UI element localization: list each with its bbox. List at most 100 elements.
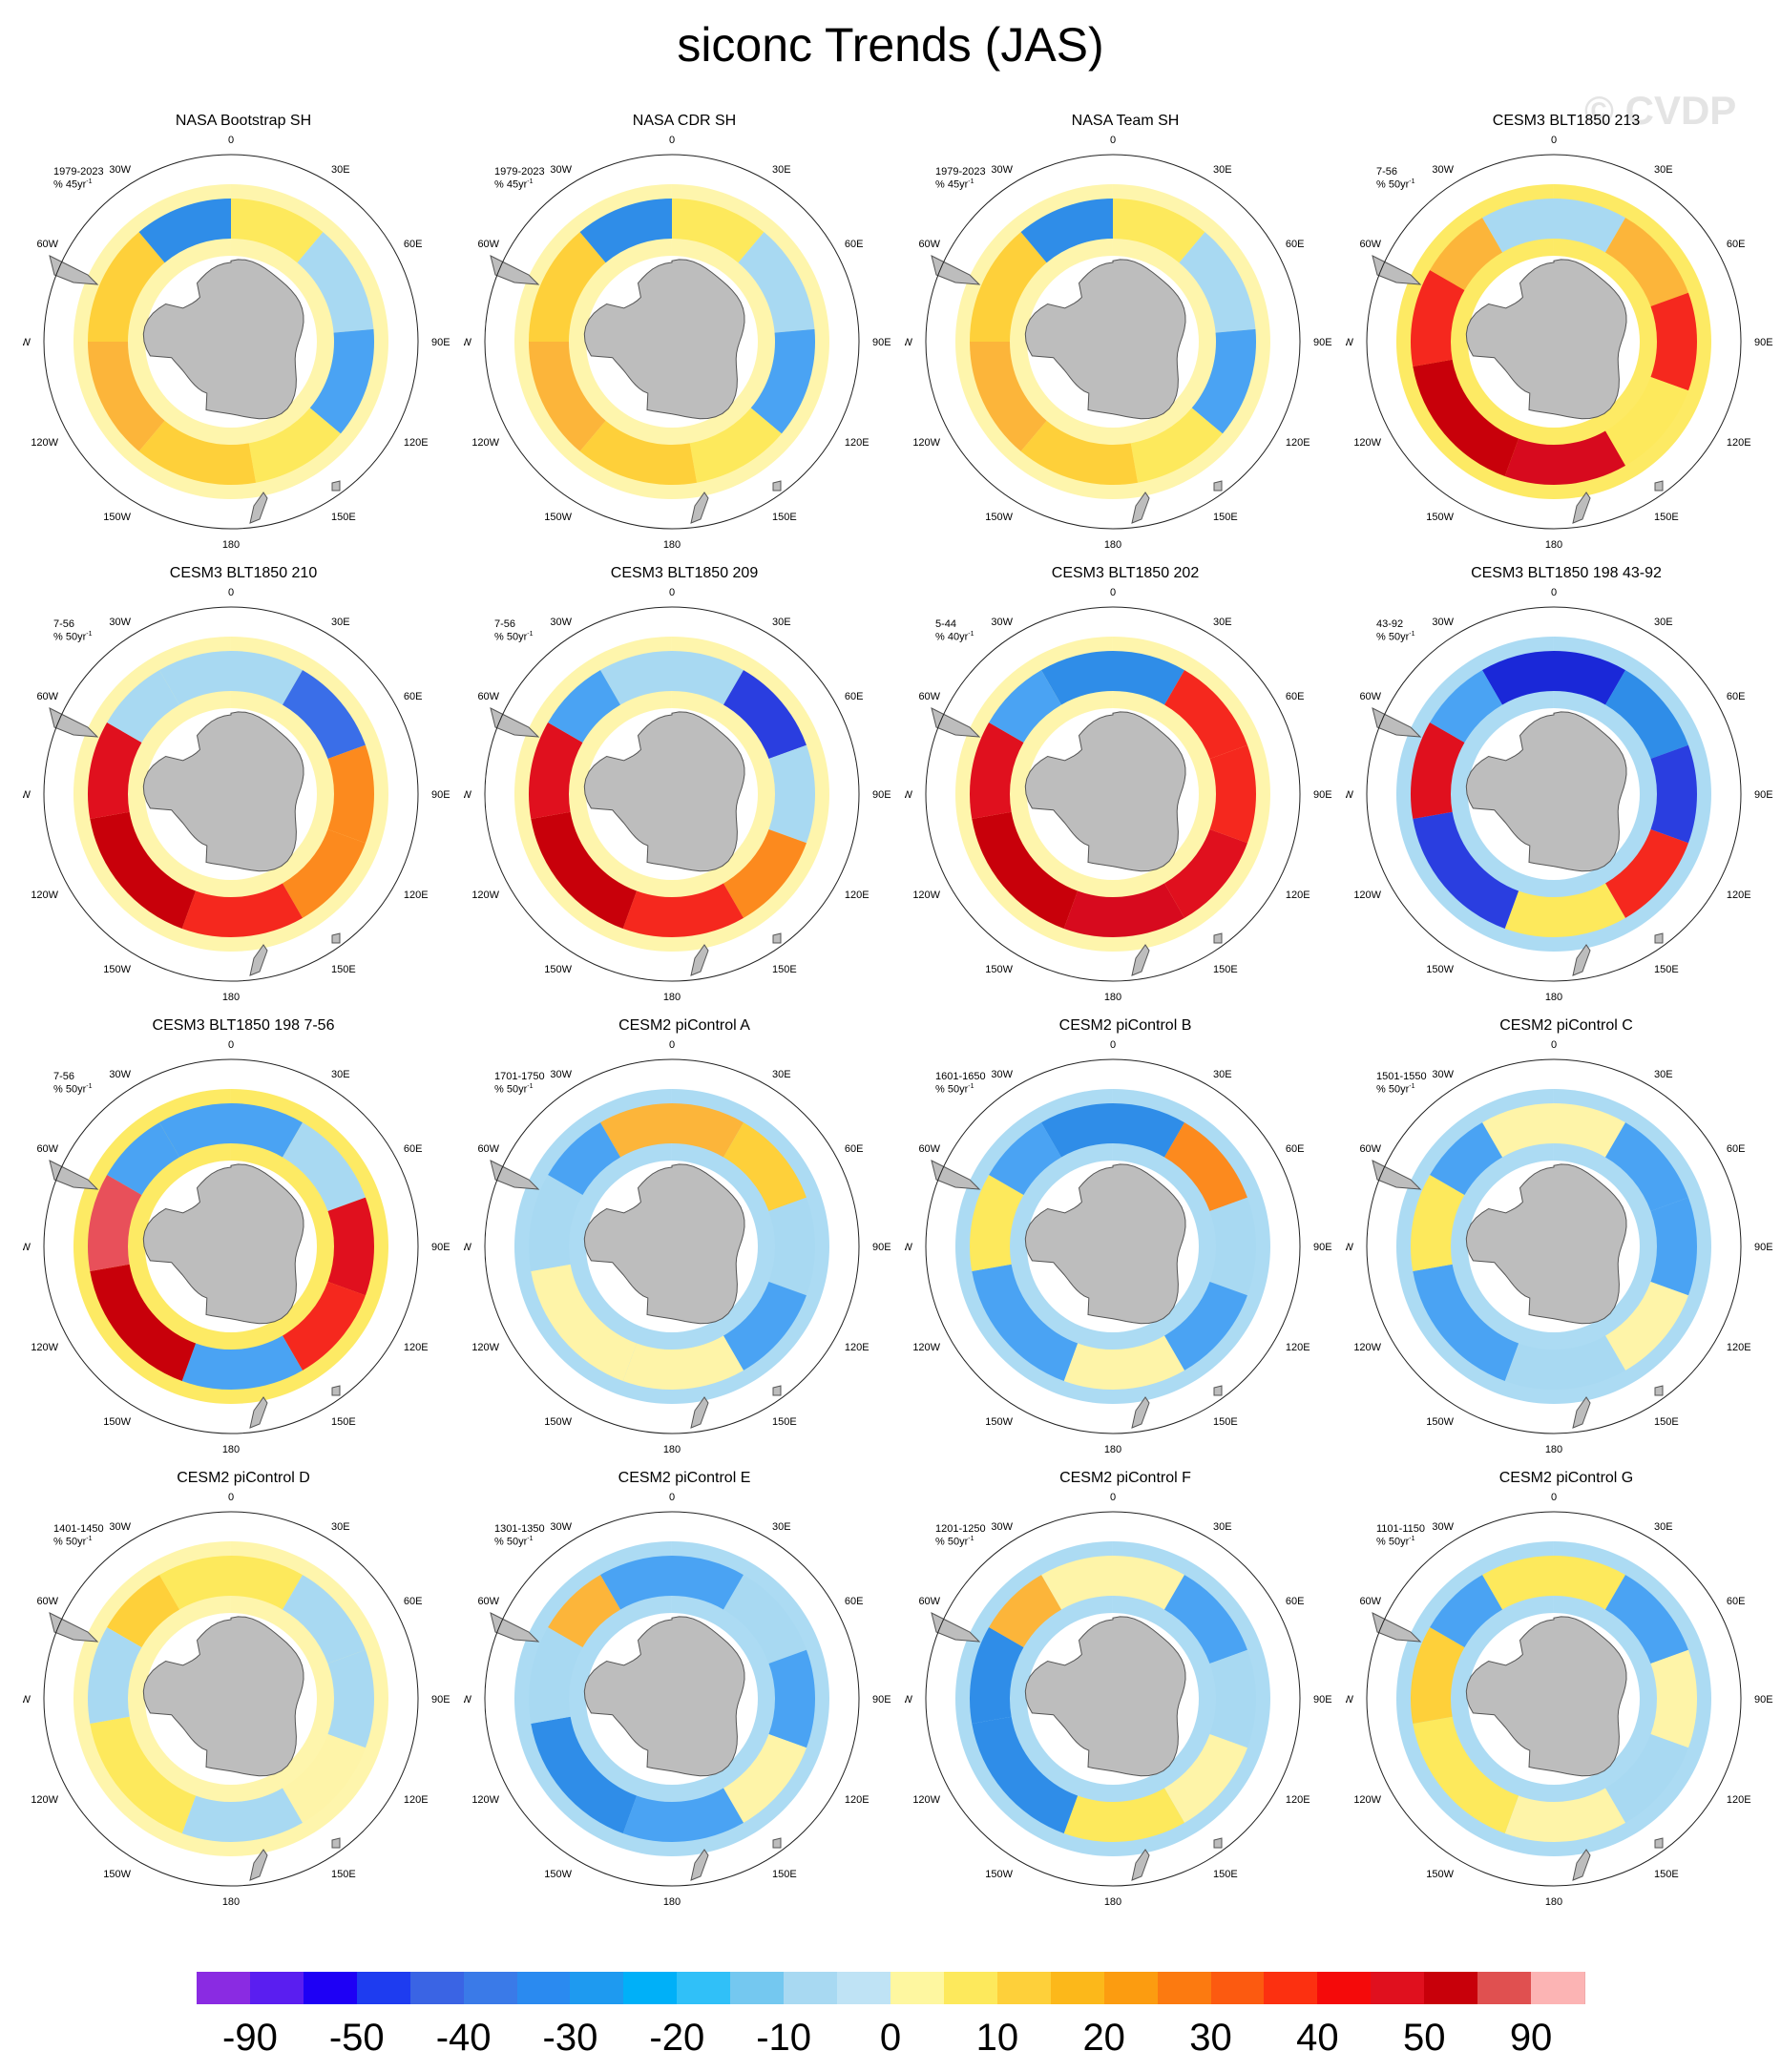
colorbar-tick-label: 40 bbox=[1296, 2017, 1339, 2059]
south-america-landmass bbox=[931, 707, 981, 738]
trend-patch bbox=[1413, 1264, 1519, 1381]
trend-patch bbox=[750, 328, 815, 434]
longitude-label: 90W bbox=[464, 337, 472, 348]
map-panel: 0 30E 60E 90E 120E 150E 180 150W 120W 90W 60W 30W CE… bbox=[464, 1470, 905, 1922]
colorbar-swatch bbox=[1103, 1972, 1159, 2004]
longitude-label: 120W bbox=[912, 889, 940, 901]
antarctica-landmass bbox=[583, 1163, 745, 1325]
trend-patch bbox=[1482, 1556, 1625, 1610]
longitude-label: 120E bbox=[404, 1794, 429, 1806]
longitude-label: 90E bbox=[1754, 337, 1773, 348]
trend-patch bbox=[529, 722, 583, 820]
longitude-label: 150W bbox=[103, 512, 131, 523]
south-america-landmass bbox=[49, 1612, 99, 1643]
new-zealand-landmass bbox=[1572, 492, 1591, 524]
longitude-label: 0 bbox=[1110, 1492, 1116, 1503]
trend-patch bbox=[1430, 1575, 1502, 1647]
south-america-landmass bbox=[1372, 707, 1422, 738]
longitude-label: 120W bbox=[471, 1794, 499, 1806]
longitude-label: 30E bbox=[1654, 164, 1673, 176]
trend-patch bbox=[529, 1175, 583, 1272]
longitude-label: 30E bbox=[1213, 617, 1232, 628]
trend-patch bbox=[1650, 1197, 1697, 1296]
tasmania-landmass bbox=[331, 1837, 341, 1849]
panel-units: % 50yr-1 bbox=[53, 1536, 93, 1548]
map-boundary bbox=[43, 1511, 419, 1887]
trend-patch bbox=[107, 670, 179, 743]
trend-patch bbox=[972, 1264, 1079, 1381]
trend-patch bbox=[1605, 670, 1688, 760]
longitude-label: 150E bbox=[1654, 1416, 1679, 1428]
trend-patch bbox=[970, 1175, 1024, 1272]
panel-units: % 50yr-1 bbox=[494, 631, 534, 643]
trend-patch bbox=[989, 670, 1061, 743]
longitude-label: 150W bbox=[544, 512, 572, 523]
longitude-label: 90W bbox=[1346, 337, 1354, 348]
longitude-label: 60W bbox=[477, 691, 499, 702]
longitude-label: 90E bbox=[1313, 1694, 1332, 1706]
trend-patch bbox=[723, 1575, 807, 1664]
trend-patch bbox=[309, 328, 374, 434]
longitude-label: 120E bbox=[1286, 1794, 1310, 1806]
longitude-label: 180 bbox=[222, 1896, 240, 1908]
trend-patch bbox=[1164, 670, 1247, 760]
polar-map: 0 30E 60E 90E 120E 150E 180 150W 120W 90W 60W 30W bbox=[905, 1039, 1332, 1455]
new-zealand-landmass bbox=[1572, 944, 1591, 976]
longitude-label: 150W bbox=[1426, 1416, 1454, 1428]
longitude-label: 120E bbox=[1727, 1342, 1751, 1353]
trend-patch bbox=[283, 670, 366, 760]
map-panel: 0 30E 60E 90E 120E 150E 180 150W 120W 90W 60W 30W CE… bbox=[1346, 1017, 1781, 1470]
longitude-label: 60W bbox=[1359, 691, 1381, 702]
trend-patch bbox=[622, 1788, 744, 1842]
trend-patch bbox=[600, 1103, 744, 1158]
trend-patch bbox=[1650, 1649, 1697, 1748]
longitude-label: 90E bbox=[431, 789, 450, 801]
trend-patch bbox=[579, 420, 698, 485]
map-panel: 0 30E 60E 90E 120E 150E 180 150W 120W 90W 60W 30W CE… bbox=[23, 565, 464, 1017]
trend-patch bbox=[531, 811, 638, 929]
longitude-label: 60E bbox=[404, 1143, 423, 1155]
map-panel: 0 30E 60E 90E 120E 150E 180 150W 120W 90W 60W 30W CE… bbox=[905, 565, 1346, 1017]
trend-patch bbox=[1430, 670, 1502, 743]
south-america-landmass bbox=[931, 255, 981, 285]
longitude-label: 150W bbox=[103, 964, 131, 975]
longitude-label: 120W bbox=[1353, 1342, 1381, 1353]
longitude-label: 120E bbox=[1727, 437, 1751, 449]
trend-patch bbox=[723, 670, 807, 760]
trend-patch bbox=[88, 722, 142, 820]
longitude-label: 180 bbox=[1104, 1896, 1121, 1908]
panel-period: 7-56 bbox=[53, 618, 75, 630]
panel-period: 1101-1150 bbox=[1376, 1523, 1425, 1535]
colorbar-swatch bbox=[303, 1972, 358, 2004]
map-boundary bbox=[925, 154, 1301, 530]
trend-patch bbox=[1482, 651, 1625, 705]
longitude-label: 180 bbox=[222, 992, 240, 1003]
panel-units: % 50yr-1 bbox=[935, 1083, 974, 1096]
trend-patch bbox=[1209, 1649, 1256, 1748]
longitude-label: 150W bbox=[1426, 512, 1454, 523]
longitude-label: 90E bbox=[1754, 1242, 1773, 1253]
trend-patch bbox=[529, 342, 606, 451]
longitude-label: 90E bbox=[872, 1242, 891, 1253]
colorbar-swatch bbox=[570, 1972, 625, 2004]
longitude-label: 150W bbox=[544, 1416, 572, 1428]
trend-patch bbox=[529, 1627, 583, 1725]
longitude-label: 60W bbox=[1359, 239, 1381, 250]
trend-patch bbox=[1041, 1556, 1184, 1610]
panel-title: NASA CDR SH bbox=[632, 113, 737, 129]
panel-title: CESM3 BLT1850 209 bbox=[610, 565, 759, 581]
trend-patch bbox=[1020, 199, 1113, 263]
south-america-landmass bbox=[490, 1612, 540, 1643]
antarctica-landmass bbox=[583, 711, 745, 872]
colorbar-tick-label: -20 bbox=[649, 2017, 705, 2059]
panel-units: % 40yr-1 bbox=[935, 631, 974, 643]
colorbar-tick-label: -50 bbox=[328, 2017, 385, 2059]
longitude-label: 120E bbox=[1286, 1342, 1310, 1353]
longitude-label: 60W bbox=[918, 1596, 940, 1607]
colorbar-tick-label: 30 bbox=[1189, 2017, 1232, 2059]
longitude-label: 150W bbox=[544, 964, 572, 975]
longitude-label: 90E bbox=[872, 1694, 891, 1706]
longitude-label: 30E bbox=[1654, 617, 1673, 628]
south-america-landmass bbox=[49, 255, 99, 285]
